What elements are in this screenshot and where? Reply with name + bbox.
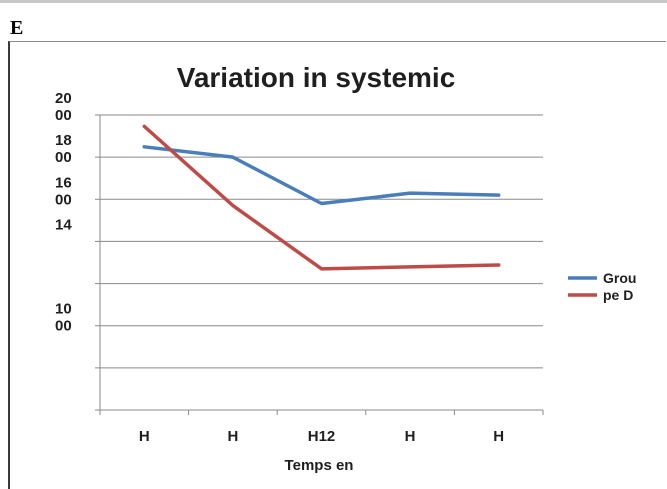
grid-lines [100, 114, 543, 369]
x-tick-label: H [227, 428, 238, 445]
y-tick-label: 16 00 [55, 174, 72, 208]
y-tick-labels: 10 00 14 16 00 18 00 20 00 [55, 90, 72, 335]
x-tick-label: H [405, 428, 416, 445]
x-tick-labels: H H H12 H H [139, 428, 504, 445]
series-line-2 [142, 124, 501, 271]
x-tick-label: H12 [308, 428, 336, 445]
top-divider [0, 0, 667, 3]
x-axis-label: Temps en [285, 457, 354, 474]
x-tick-label: H [493, 428, 504, 445]
y-tick-label: 10 00 [55, 301, 72, 335]
chart-frame [8, 41, 666, 489]
axes [95, 114, 544, 415]
chart-title: Variation in systemic [177, 62, 456, 93]
y-tick-label: 20 00 [55, 90, 72, 124]
legend-label: pe D [603, 287, 633, 303]
series-lines [142, 124, 501, 271]
y-tick-label: 14 [55, 216, 72, 233]
y-tick-label: 18 00 [55, 132, 72, 166]
x-tick-label: H [139, 428, 150, 445]
series-line-1 [142, 145, 501, 206]
legend-label: Grou [603, 270, 636, 286]
panel-label: E [10, 17, 24, 39]
